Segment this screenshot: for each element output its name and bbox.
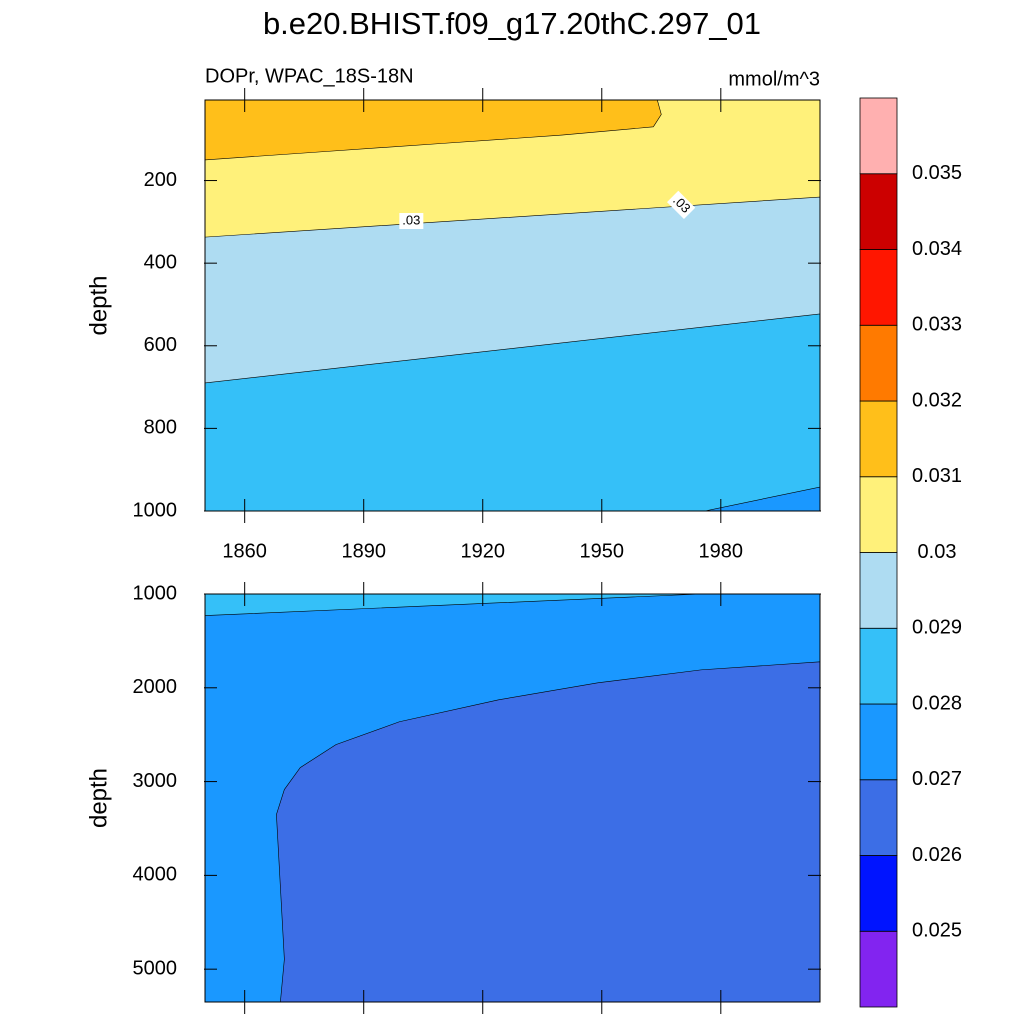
- colorbar-box: [859, 476, 898, 553]
- y-tick-label: 200: [144, 169, 177, 191]
- contour-label-bg: [399, 213, 424, 230]
- colorbar-label: 0.027: [912, 768, 962, 790]
- colorbar-label: 0.035: [912, 162, 962, 184]
- contour-region: [205, 313, 820, 511]
- colorbar-label: 0.034: [912, 238, 962, 260]
- y-axis-title: depth: [85, 768, 112, 828]
- y-tick-label: 1000: [133, 582, 178, 604]
- colorbar-box: [859, 779, 898, 856]
- colorbar-box: [859, 249, 898, 326]
- x-tick-label: 1890: [341, 540, 386, 562]
- y-tick-label: 600: [144, 334, 177, 356]
- colorbar-label: 0.031: [912, 465, 962, 487]
- chart-title: b.e20.BHIST.f09_g17.20thC.297_01: [263, 6, 761, 41]
- y-tick-label: 4000: [133, 864, 178, 886]
- colorbar-label: 0.029: [912, 617, 962, 639]
- y-axis-title: depth: [85, 275, 112, 335]
- y-tick-label: 800: [144, 417, 177, 439]
- contour-region: [205, 100, 662, 161]
- colorbar-box: [859, 324, 898, 402]
- x-tick-label: 1950: [580, 540, 625, 562]
- contour-region: [276, 661, 820, 1002]
- panel-right-label: mmol/m^3: [728, 68, 820, 90]
- contour-label-bg: [666, 190, 696, 220]
- colorbar-box: [859, 552, 898, 629]
- panel-left-label: DOPr, WPAC_18S-18N: [205, 65, 414, 87]
- colorbar-label: 0.025: [912, 920, 962, 942]
- x-tick-label: 1860: [222, 540, 267, 562]
- plot-frame: [204, 99, 821, 512]
- colorbar-label: 0.033: [912, 314, 962, 336]
- colorbar-label: 0.03: [918, 541, 957, 563]
- colorbar-box: [859, 97, 898, 175]
- y-tick-label: 2000: [133, 676, 178, 698]
- colorbar-box: [859, 173, 898, 250]
- plot-area: [205, 594, 820, 1002]
- y-tick-label: 1000: [133, 499, 178, 521]
- y-tick-label: 3000: [133, 770, 178, 792]
- colorbar-box: [859, 930, 898, 1008]
- colorbar-box: [859, 400, 898, 478]
- colorbar-box: [859, 627, 898, 705]
- x-tick-label: 1920: [460, 540, 505, 562]
- colorbar-box: [859, 703, 898, 781]
- contour-label: .03: [402, 212, 420, 227]
- colorbar-box: [859, 855, 898, 932]
- y-tick-label: 400: [144, 251, 177, 273]
- colorbar-label: 0.032: [912, 389, 962, 411]
- colorbar-label: 0.026: [912, 844, 962, 866]
- contour-region: [704, 486, 820, 511]
- plot-area: .03.03: [205, 100, 820, 511]
- y-tick-label: 5000: [133, 957, 178, 979]
- plot-frame: [204, 593, 821, 1003]
- colorbar-label: 0.028: [912, 692, 962, 714]
- x-tick-label: 1980: [699, 540, 744, 562]
